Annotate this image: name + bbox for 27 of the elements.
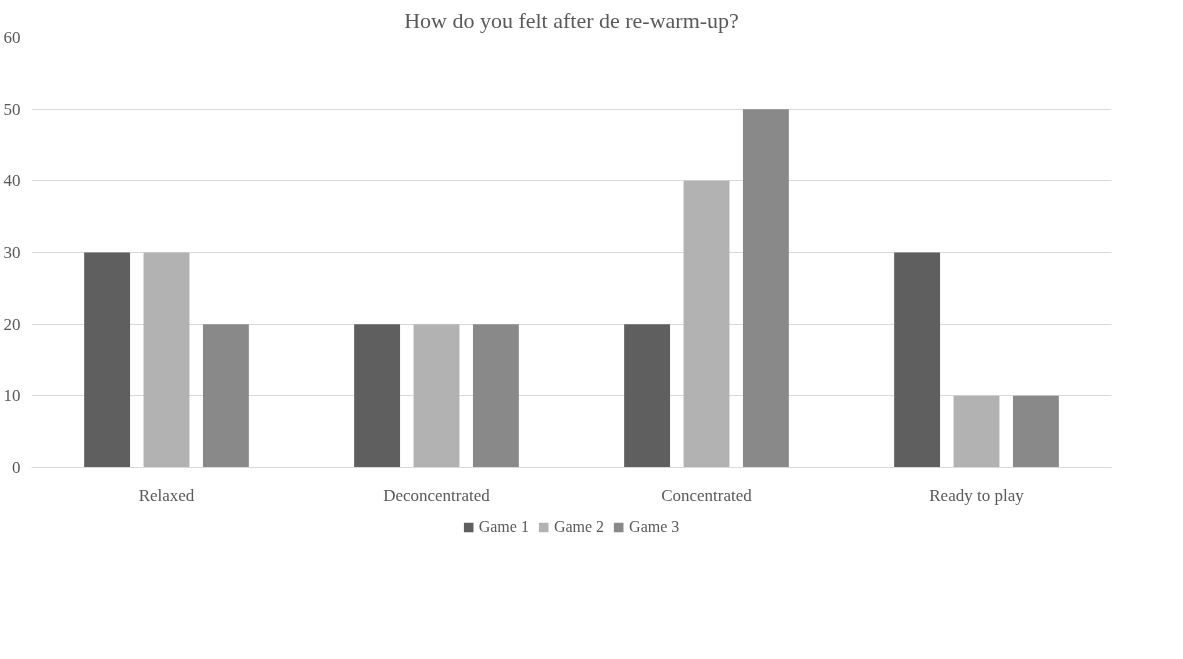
bar bbox=[84, 252, 131, 468]
y-tick-label: 60 bbox=[3, 28, 21, 47]
y-tick-label: 10 bbox=[3, 386, 21, 406]
bar bbox=[683, 180, 730, 468]
bar bbox=[413, 324, 460, 468]
x-tick-label: Ready to play bbox=[929, 485, 1025, 505]
y-tick-label: 30 bbox=[3, 243, 21, 262]
bar bbox=[202, 324, 249, 468]
bar bbox=[953, 395, 1000, 468]
y-tick-label: 0 bbox=[12, 458, 21, 477]
bar bbox=[624, 324, 671, 468]
bar bbox=[143, 252, 190, 468]
x-tick-label: Deconcentrated bbox=[383, 485, 491, 505]
bar bbox=[742, 109, 789, 468]
legend-label: Game 3 bbox=[629, 518, 680, 536]
y-tick-label: 20 bbox=[3, 314, 21, 334]
bar bbox=[472, 324, 519, 468]
x-tick-label: Relaxed bbox=[138, 485, 195, 505]
legend-label: Game 1 bbox=[478, 518, 529, 536]
bar bbox=[354, 324, 401, 468]
legend-label: Game 2 bbox=[553, 518, 605, 536]
x-tick-label: Concentrated bbox=[661, 485, 753, 505]
chart-title: How do you felt after de re-warm-up? bbox=[404, 7, 739, 33]
bar bbox=[894, 252, 941, 468]
y-tick-label: 50 bbox=[3, 99, 21, 119]
bar bbox=[1012, 395, 1059, 468]
y-tick-label: 40 bbox=[3, 171, 21, 191]
